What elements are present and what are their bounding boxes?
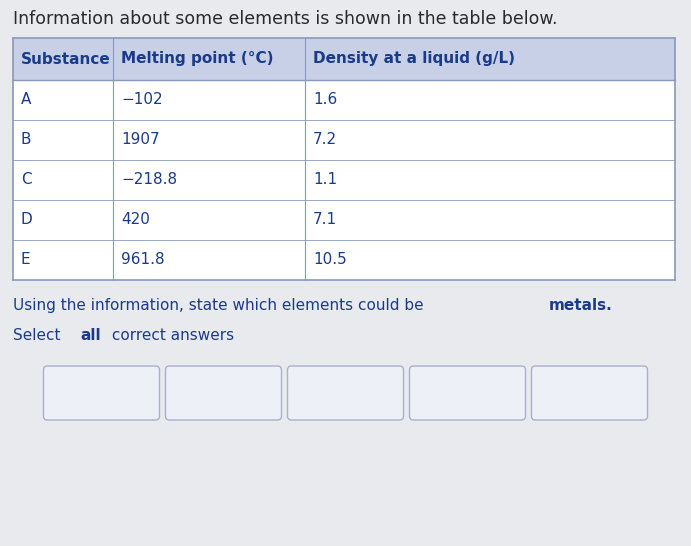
Text: C: C (339, 384, 352, 402)
Bar (13, 160, 675, 200)
FancyBboxPatch shape (531, 366, 647, 420)
Text: 1907: 1907 (121, 133, 160, 147)
Text: E: E (21, 252, 30, 268)
Bar (13, 38, 675, 80)
Text: B: B (21, 133, 32, 147)
Text: Melting point (°C): Melting point (°C) (121, 51, 274, 67)
FancyBboxPatch shape (44, 366, 160, 420)
Bar (13, 240, 675, 280)
Text: Using the information, state which elements could be: Using the information, state which eleme… (13, 298, 428, 313)
Text: 961.8: 961.8 (121, 252, 164, 268)
Text: D: D (461, 384, 475, 402)
FancyBboxPatch shape (410, 366, 525, 420)
Text: D: D (21, 212, 32, 228)
Text: 1.1: 1.1 (313, 173, 337, 187)
Text: −102: −102 (121, 92, 162, 108)
Text: metals.: metals. (549, 298, 613, 313)
Text: Substance: Substance (21, 51, 111, 67)
FancyBboxPatch shape (287, 366, 404, 420)
Bar (13, 80, 675, 120)
Text: Select: Select (13, 328, 66, 343)
Text: correct answers: correct answers (107, 328, 234, 343)
Text: −218.8: −218.8 (121, 173, 177, 187)
Text: 420: 420 (121, 212, 150, 228)
Text: 7.2: 7.2 (313, 133, 337, 147)
Text: E: E (584, 384, 595, 402)
Text: Density at a liquid (g/L): Density at a liquid (g/L) (313, 51, 515, 67)
Text: 1.6: 1.6 (313, 92, 337, 108)
Text: B: B (218, 384, 229, 402)
Text: 7.1: 7.1 (313, 212, 337, 228)
Text: 10.5: 10.5 (313, 252, 347, 268)
FancyBboxPatch shape (166, 366, 281, 420)
Text: Information about some elements is shown in the table below.: Information about some elements is shown… (13, 10, 558, 28)
Text: A: A (95, 384, 108, 402)
Text: all: all (81, 328, 101, 343)
Text: C: C (21, 173, 32, 187)
Text: A: A (21, 92, 31, 108)
Bar (13, 120, 675, 160)
Bar (13, 200, 675, 240)
